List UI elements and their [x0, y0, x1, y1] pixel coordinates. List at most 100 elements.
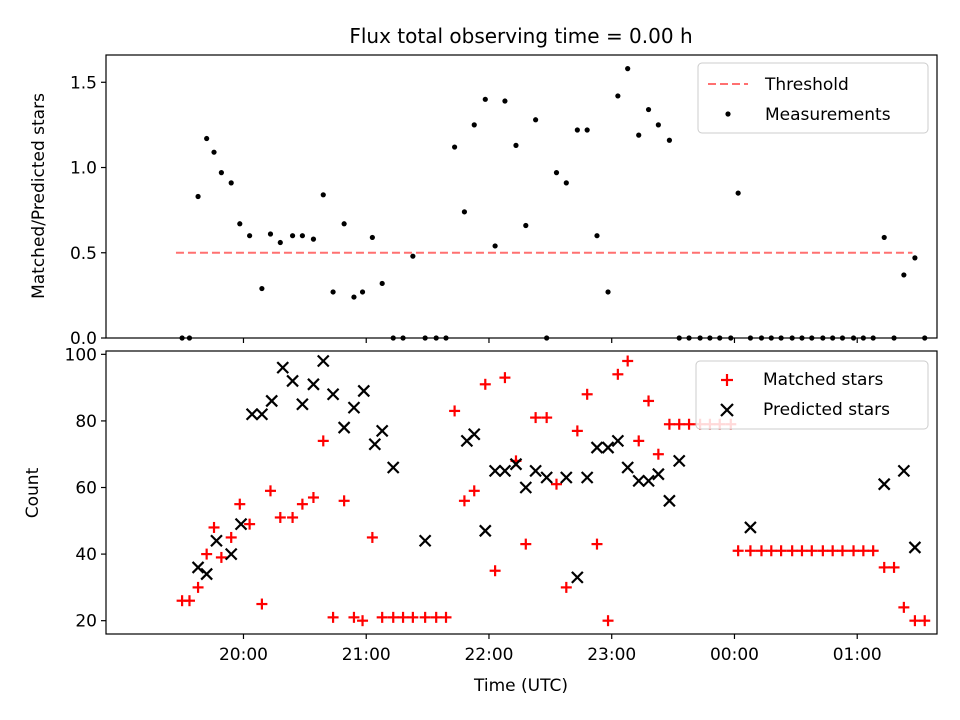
matched-star-point [307, 491, 319, 503]
legend-predicted-label: Predicted stars [763, 400, 890, 420]
matched-star-point [643, 395, 655, 407]
predicted-star-point [519, 481, 533, 494]
measurement-point [247, 233, 253, 239]
predicted-star-point [601, 441, 615, 454]
predicted-star-point [479, 524, 492, 538]
matched-star-point [806, 545, 818, 557]
predicted-star-point [529, 464, 542, 478]
predicted-star-point [191, 561, 205, 574]
bottom-y-tick-label: 80 [75, 412, 97, 432]
matched-star-point [327, 611, 339, 623]
matched-star-point [215, 551, 227, 563]
x-tick-label: 23:00 [587, 645, 636, 665]
bottom-plot-frame [105, 350, 938, 635]
bottom-y-tick-label: 100 [65, 345, 97, 365]
matched-star-point [430, 611, 442, 623]
measurement-point [553, 170, 560, 176]
top-panel: Flux total observing time = 0.00 h 0.00.… [29, 24, 938, 349]
x-tick-label: 21:00 [342, 645, 391, 665]
bottom-panel: 20 40 60 80 100 20:00 21:00 22:00 23:00 00:00 01:0… [23, 345, 938, 696]
predicted-star-point [877, 477, 891, 491]
matched-star-point [357, 615, 369, 627]
top-y-tick-label: 1.0 [70, 159, 97, 179]
matched-star-point [376, 611, 388, 623]
matched-star-point [225, 531, 237, 543]
measurement-point [320, 192, 326, 198]
bottom-y-tick-label: 20 [75, 612, 97, 632]
predicted-star-point [908, 541, 922, 554]
predicted-star-point [540, 471, 553, 484]
measurement-point [228, 180, 234, 186]
predicted-star-point [672, 454, 686, 468]
matched-star-point [366, 531, 378, 543]
matched-star-point [909, 615, 921, 627]
measurement-point [625, 66, 631, 72]
bottom-y-tick-label: 40 [75, 545, 97, 565]
measurement-point [574, 127, 580, 133]
matched-star-point [440, 611, 452, 623]
matched-star-point [581, 388, 593, 400]
top-y-tick-label: 0.5 [70, 244, 97, 264]
predicted-star-point [316, 354, 330, 368]
measurement-point [259, 285, 265, 292]
matched-star-point [571, 425, 583, 437]
predicted-star-point [642, 474, 655, 488]
measurement-point [513, 142, 519, 148]
predicted-star-point [224, 547, 238, 561]
measurements-legend-swatch [725, 111, 731, 117]
predicted-star-point [337, 421, 351, 434]
matched-star-point [857, 545, 869, 557]
bottom-axis-ticks: 20 40 60 80 100 20:00 21:00 22:00 23:00 00:00 01:0… [65, 345, 882, 665]
predicted-star-point [611, 434, 625, 448]
predicted-star-point [590, 441, 604, 454]
matched-star-point [296, 498, 308, 510]
bottom-plot-marks [176, 354, 931, 627]
predicted-star-point [210, 534, 223, 548]
measurement-point [666, 137, 673, 143]
matched-star-point [765, 545, 777, 557]
measurement-point [655, 122, 661, 128]
matched-star-point [317, 435, 329, 447]
predicted-star-point [245, 407, 259, 421]
measurement-point [605, 289, 611, 295]
matched-star-point [622, 355, 634, 367]
matched-star-point [407, 611, 419, 623]
measurement-point [735, 190, 741, 196]
predicted-star-point [467, 427, 481, 441]
measurement-point [369, 234, 375, 241]
predicted-star-point [498, 464, 512, 478]
bottom-legend-box [695, 360, 929, 430]
matched-star-point [755, 545, 767, 557]
matched-star-point [796, 545, 808, 557]
predicted-star-point [234, 517, 248, 531]
legend-measurements-label: Measurements [765, 105, 891, 125]
measurement-point [502, 98, 508, 104]
measurement-point [410, 253, 416, 259]
matched-star-point [550, 478, 562, 490]
top-y-axis-label: Matched/Predicted stars [29, 93, 49, 299]
top-plot-frame [105, 54, 938, 339]
matched-star-point [848, 545, 860, 557]
measurement-point [195, 193, 201, 200]
matched-star-point [732, 545, 744, 557]
predicted-star-point [286, 374, 299, 388]
matched-star-point [888, 561, 900, 573]
measurement-point [204, 135, 210, 142]
measurement-point [330, 289, 336, 295]
matched-star-point [338, 495, 350, 507]
legend-threshold-label: Threshold [764, 75, 849, 95]
matched-star-point [673, 418, 685, 430]
top-axis-ticks: 0.0 0.5 1.0 1.5 [70, 73, 858, 349]
matched-star-point [898, 601, 910, 613]
predicted-star-point [368, 437, 382, 451]
matched-star-point [602, 615, 614, 627]
matched-legend-swatch [721, 374, 733, 386]
predicted-star-point [621, 461, 634, 474]
measurement-point [267, 231, 274, 237]
measurement-point [310, 236, 317, 242]
predicted-star-point [326, 388, 340, 401]
matched-star-point [541, 412, 553, 424]
matched-star-point [183, 595, 195, 607]
predicted-star-point [200, 567, 213, 581]
